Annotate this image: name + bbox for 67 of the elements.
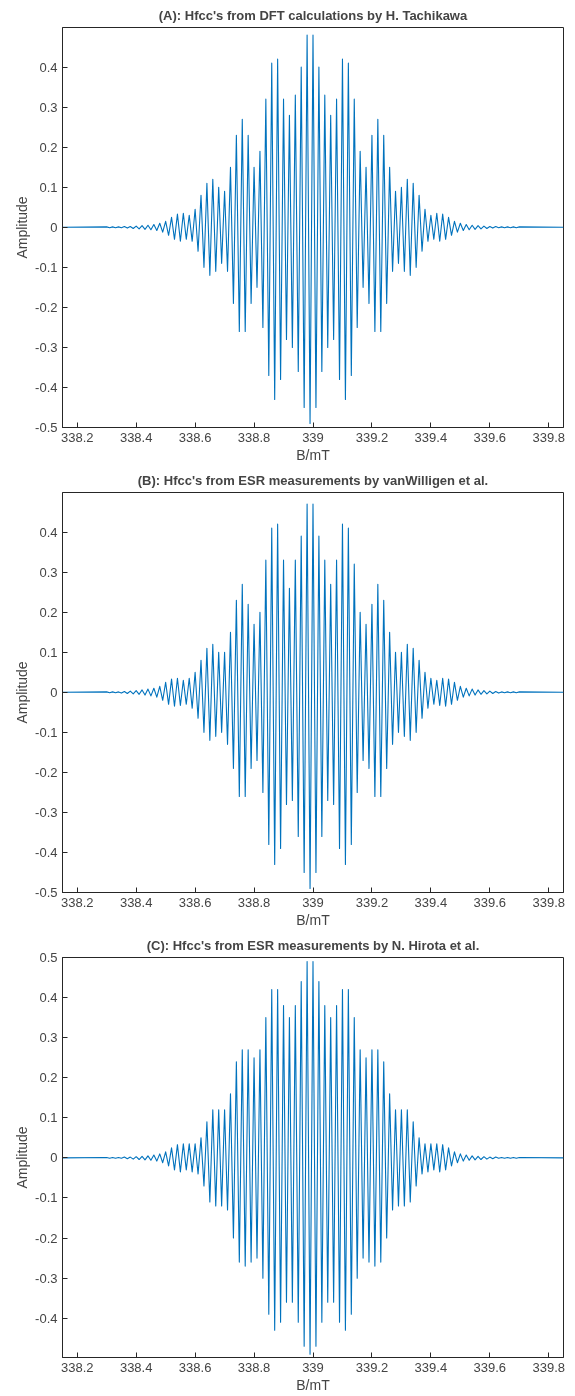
x-tick-label: 338.6 [178,429,212,445]
x-tick-label: 338.4 [119,894,153,910]
y-tick-label: 0.4 [39,59,58,75]
x-tick-label: 339.6 [473,1359,507,1375]
x-axis-title: B/mT [296,911,331,928]
y-tick-label: 0.1 [39,1110,58,1126]
x-tick-label: 339.4 [414,1359,448,1375]
y-tick-label: -0.3 [35,339,58,355]
y-tick-label: -0.4 [35,844,58,860]
x-tick-label: 338.4 [119,429,153,445]
y-tick-label: -0.4 [35,1310,58,1326]
y-tick-label: -0.3 [35,1270,58,1286]
y-tick-label: 0 [50,1150,58,1166]
y-tick-label: -0.4 [35,379,58,395]
y-tick-label: -0.2 [35,1230,58,1246]
x-tick-label: 339 [302,894,324,910]
y-tick-label: 0.2 [39,139,58,155]
x-tick-label: 338.2 [60,1359,94,1375]
x-tick-label: 339.4 [414,894,448,910]
y-tick-label: -0.1 [35,259,58,275]
y-tick-label: 0 [50,219,58,235]
y-tick-label: 0 [50,684,58,700]
y-axis-title: Amplitude [14,661,31,724]
y-tick-label: 0.2 [39,604,58,620]
y-tick-label: 0.1 [39,644,58,660]
x-tick-label: 339.2 [355,894,389,910]
x-tick-label: 339 [302,1359,324,1375]
y-tick-label: -0.5 [35,885,58,900]
y-tick-label: -0.2 [35,299,58,315]
x-tick-label: 339.8 [532,1359,566,1375]
x-tick-label: 338.4 [119,1359,153,1375]
x-tick-label: 339 [302,429,324,445]
y-tick-label: 0.3 [39,1030,58,1046]
x-tick-label: 338.6 [178,894,212,910]
y-tick-label: -0.1 [35,724,58,740]
x-tick-label: 338.8 [237,1359,271,1375]
x-tick-label: 338.8 [237,429,271,445]
chart-title: (B): Hfcc's from ESR measurements by vanWilligen et al. [137,472,489,488]
x-tick-label: 339.8 [532,894,566,910]
x-tick-label: 338.2 [60,429,94,445]
x-tick-label: 338.6 [178,1359,212,1375]
x-tick-label: 339.2 [355,429,389,445]
y-tick-label: 0.1 [39,179,58,195]
y-tick-label: 0.4 [39,990,58,1006]
x-tick-label: 338.8 [237,894,271,910]
x-tick-label: 339.8 [532,429,566,445]
chart-title: (A): Hfcc's from DFT calculations by H. Tachikawa [158,7,468,23]
y-tick-label: -0.3 [35,804,58,820]
x-tick-label: 339.2 [355,1359,389,1375]
y-tick-label: 0.3 [39,99,58,115]
chart-title: (C): Hfcc's from ESR measurements by N. Hirota et al. [146,937,480,953]
x-tick-label: 339.6 [473,429,507,445]
y-tick-label: -0.5 [35,420,58,435]
y-tick-label: -0.2 [35,764,58,780]
x-tick-label: 339.6 [473,894,507,910]
x-axis-title: B/mT [296,1376,331,1393]
x-tick-label: 339.4 [414,429,448,445]
y-axis-title: Amplitude [14,1126,31,1189]
y-axis-title: Amplitude [14,196,31,259]
y-tick-label: -0.1 [35,1190,58,1206]
x-tick-label: 338.2 [60,894,94,910]
y-tick-label: 0.5 [39,950,58,965]
line-series [62,960,564,1355]
y-tick-label: 0.4 [39,524,58,540]
x-axis-title: B/mT [296,446,331,463]
y-tick-label: 0.2 [39,1070,58,1086]
y-tick-label: 0.3 [39,564,58,580]
